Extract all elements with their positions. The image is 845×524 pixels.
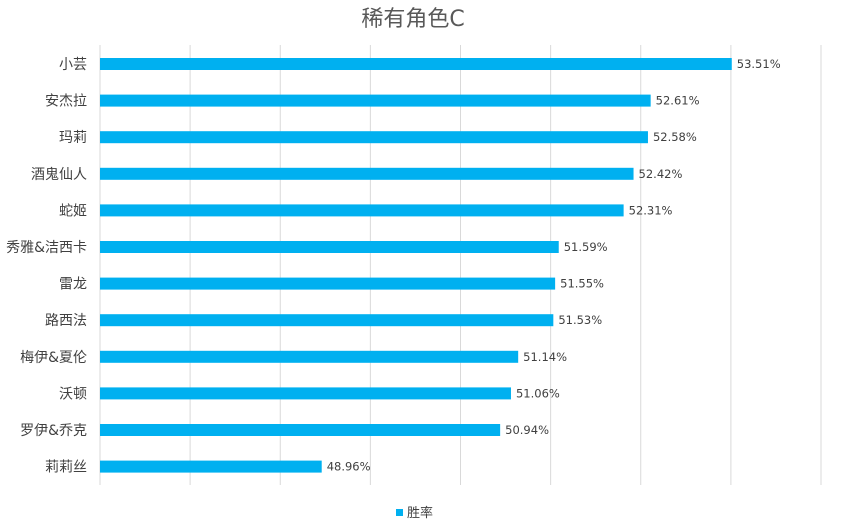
data-label-0: 53.51% xyxy=(737,57,781,71)
gridlines xyxy=(99,45,822,485)
category-label-10: 罗伊&乔克 xyxy=(20,423,87,439)
bar-7 xyxy=(100,314,554,327)
bar-4 xyxy=(100,204,624,217)
category-label-0: 小芸 xyxy=(59,57,87,73)
bars xyxy=(100,58,732,473)
category-label-1: 安杰拉 xyxy=(45,94,87,110)
bar-11 xyxy=(100,460,322,473)
chart-title: 稀有角色C xyxy=(361,7,464,32)
data-label-6: 51.55% xyxy=(560,277,604,291)
data-label-4: 52.31% xyxy=(629,203,673,217)
bar-3 xyxy=(100,167,634,180)
category-label-3: 酒鬼仙人 xyxy=(31,167,87,183)
data-labels: 53.51% 52.61% 52.58% 52.42% 52.31% 51.59% 51.5… xyxy=(327,57,781,474)
category-label-5: 秀雅&洁西卡 xyxy=(6,240,87,256)
category-label-7: 路西法 xyxy=(45,313,87,329)
bar-6 xyxy=(100,277,556,290)
legend-swatch xyxy=(396,509,403,516)
data-label-1: 52.61% xyxy=(656,94,700,108)
bar-5 xyxy=(100,241,559,253)
bar-1 xyxy=(100,94,651,107)
bar-0 xyxy=(100,58,732,70)
bar-9 xyxy=(100,387,511,400)
data-label-8: 51.14% xyxy=(523,350,567,364)
category-label-4: 蛇姬 xyxy=(59,203,87,219)
category-label-2: 玛莉 xyxy=(59,130,87,146)
bar-8 xyxy=(100,350,519,363)
data-label-5: 51.59% xyxy=(564,240,608,254)
data-label-7: 51.53% xyxy=(558,313,602,327)
data-label-9: 51.06% xyxy=(516,386,560,400)
legend: 胜率 xyxy=(396,505,433,521)
data-label-10: 50.94% xyxy=(505,423,549,437)
category-label-11: 莉莉丝 xyxy=(45,460,87,476)
legend-label: 胜率 xyxy=(407,505,433,521)
data-label-2: 52.58% xyxy=(653,130,697,144)
category-label-6: 雷龙 xyxy=(59,277,87,293)
bar-2 xyxy=(100,131,648,144)
data-label-3: 52.42% xyxy=(639,167,683,181)
category-label-9: 沃顿 xyxy=(59,386,87,402)
data-label-11: 48.96% xyxy=(327,460,371,474)
bar-10 xyxy=(100,424,501,436)
category-label-8: 梅伊&夏伦 xyxy=(20,350,87,366)
